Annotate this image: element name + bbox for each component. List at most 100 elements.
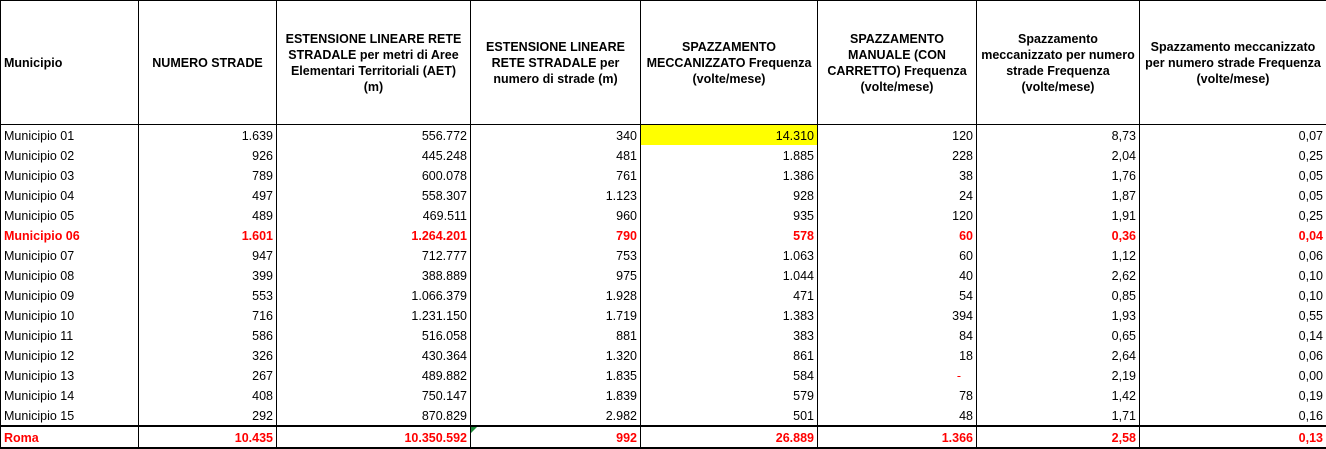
table-row: Municipio 14 408 750.147 1.839 579 78 1,42 0,19 <box>0 385 1326 405</box>
manuale-cell: 78 <box>817 385 977 405</box>
estensione-strade-cell: 1.835 <box>470 365 641 385</box>
manuale-cell: 84 <box>817 325 977 345</box>
meccanizzato-per-strade-cell: 2,62 <box>976 265 1140 285</box>
estensione-strade-cell: 975 <box>470 265 641 285</box>
numero-strade-cell: 1.601 <box>138 225 277 245</box>
header-meccanizzato-per-numero-strade: Spazzamento meccanizzato per numero stra… <box>1139 0 1326 125</box>
municipio-cell: Municipio 01 <box>0 124 139 145</box>
meccanizzato-per-strade-cell: 2,19 <box>976 365 1140 385</box>
manuale-cell: 18 <box>817 345 977 365</box>
table-row: Municipio 01 1.639 556.772 340 14.310 120 8,73… <box>0 124 1326 145</box>
estensione-aet-cell: 430.364 <box>276 345 471 365</box>
estensione-aet-cell: 600.078 <box>276 165 471 185</box>
table-row: Municipio 10 716 1.231.150 1.719 1.383 394 1,9… <box>0 305 1326 325</box>
manuale-cell: 120 <box>817 124 977 145</box>
estensione-aet-cell: 469.511 <box>276 205 471 225</box>
estensione-strade-cell: 960 <box>470 205 641 225</box>
estensione-strade-cell: 481 <box>470 145 641 165</box>
table-row: Municipio 12 326 430.364 1.320 861 18 2,64 0,06 <box>0 345 1326 365</box>
meccanizzato-per-strade-cell: 0,65 <box>976 325 1140 345</box>
table-row: Municipio 04 497 558.307 1.123 928 24 1,87 0,05 <box>0 185 1326 205</box>
table-row: Municipio 02 926 445.248 481 1.885 228 2,04 0,2… <box>0 145 1326 165</box>
municipio-cell: Municipio 06 <box>0 225 139 245</box>
table-row: Municipio 13 267 489.882 1.835 584 - 2,19 0,00 <box>0 365 1326 385</box>
manuale-cell: 120 <box>817 205 977 225</box>
municipio-cell: Municipio 11 <box>0 325 139 345</box>
municipio-cell: Municipio 05 <box>0 205 139 225</box>
estensione-aet-cell: 489.882 <box>276 365 471 385</box>
meccanizzato-cell: 578 <box>640 225 818 245</box>
meccanizzato-per-numero-cell: 0,10 <box>1139 265 1326 285</box>
municipio-cell: Municipio 13 <box>0 365 139 385</box>
table-row: Municipio 05 489 469.511 960 935 120 1,91 0,25 <box>0 205 1326 225</box>
total-row: Roma 10.435 10.350.592 992 26.889 1.366 2,58 0,… <box>0 425 1326 449</box>
meccanizzato-cell: 1.386 <box>640 165 818 185</box>
estensione-strade-cell: 1.719 <box>470 305 641 325</box>
estensione-strade-cell: 790 <box>470 225 641 245</box>
header-spazzamento-manuale: SPAZZAMENTO MANUALE (CON CARRETTO) Frequ… <box>817 0 977 125</box>
estensione-aet-cell: 750.147 <box>276 385 471 405</box>
meccanizzato-per-numero-cell: 0,25 <box>1139 145 1326 165</box>
estensione-aet-cell: 712.777 <box>276 245 471 265</box>
header-municipio: Municipio <box>0 0 139 125</box>
estensione-aet-cell: 556.772 <box>276 124 471 145</box>
manuale-cell: 54 <box>817 285 977 305</box>
numero-strade-cell: 399 <box>138 265 277 285</box>
meccanizzato-per-numero-cell: 0,05 <box>1139 185 1326 205</box>
manuale-cell: 1.366 <box>817 425 977 449</box>
meccanizzato-per-strade-cell: 2,58 <box>976 425 1140 449</box>
meccanizzato-per-numero-cell: 0,07 <box>1139 124 1326 145</box>
manuale-cell: 38 <box>817 165 977 185</box>
header-estensione-strade: ESTENSIONE LINEARE RETE STRADALE per num… <box>470 0 641 125</box>
meccanizzato-cell: 579 <box>640 385 818 405</box>
numero-strade-cell: 489 <box>138 205 277 225</box>
meccanizzato-per-strade-cell: 8,73 <box>976 124 1140 145</box>
manuale-cell: 48 <box>817 405 977 426</box>
meccanizzato-cell: 1.885 <box>640 145 818 165</box>
meccanizzato-per-strade-cell: 1,42 <box>976 385 1140 405</box>
meccanizzato-per-numero-cell: 0,25 <box>1139 205 1326 225</box>
estensione-strade-cell: 1.839 <box>470 385 641 405</box>
meccanizzato-per-numero-cell: 0,00 <box>1139 365 1326 385</box>
table-row: Municipio 09 553 1.066.379 1.928 471 54 0,85 0,… <box>0 285 1326 305</box>
header-spazzamento-meccanizzato: SPAZZAMENTO MECCANIZZATO Frequenza (volt… <box>640 0 818 125</box>
numero-strade-cell: 292 <box>138 405 277 426</box>
numero-strade-cell: 408 <box>138 385 277 405</box>
manuale-cell: 228 <box>817 145 977 165</box>
meccanizzato-cell: 14.310 <box>640 124 818 145</box>
header-numero-strade: NUMERO STRADE <box>138 0 277 125</box>
estensione-strade-cell: 1.928 <box>470 285 641 305</box>
meccanizzato-per-numero-cell: 0,16 <box>1139 405 1326 426</box>
table-row: Municipio 07 947 712.777 753 1.063 60 1,12 0,06 <box>0 245 1326 265</box>
manuale-cell: 60 <box>817 245 977 265</box>
meccanizzato-per-strade-cell: 1,71 <box>976 405 1140 426</box>
municipio-cell: Municipio 10 <box>0 305 139 325</box>
numero-strade-cell: 586 <box>138 325 277 345</box>
estensione-aet-cell: 1.264.201 <box>276 225 471 245</box>
municipio-cell: Municipio 14 <box>0 385 139 405</box>
meccanizzato-per-strade-cell: 0,85 <box>976 285 1140 305</box>
table-row: Municipio 03 789 600.078 761 1.386 38 1,76 0,05 <box>0 165 1326 185</box>
meccanizzato-per-numero-cell: 0,06 <box>1139 345 1326 365</box>
meccanizzato-per-strade-cell: 2,04 <box>976 145 1140 165</box>
table-row: Municipio 15 292 870.829 2.982 501 48 1,71 0,16 <box>0 405 1326 426</box>
municipio-cell: Municipio 12 <box>0 345 139 365</box>
header-estensione-aet: ESTENSIONE LINEARE RETE STRADALE per met… <box>276 0 471 125</box>
manuale-cell: 40 <box>817 265 977 285</box>
meccanizzato-per-numero-cell: 0,13 <box>1139 425 1326 449</box>
manuale-cell: 60 <box>817 225 977 245</box>
meccanizzato-per-strade-cell: 1,93 <box>976 305 1140 325</box>
estensione-strade-cell: 2.982 <box>470 405 641 426</box>
meccanizzato-per-strade-cell: 1,76 <box>976 165 1140 185</box>
manuale-cell: 24 <box>817 185 977 205</box>
header-row: Municipio NUMERO STRADE ESTENSIONE LINEA… <box>0 0 1326 125</box>
meccanizzato-cell: 471 <box>640 285 818 305</box>
numero-strade-cell: 926 <box>138 145 277 165</box>
manuale-cell: - <box>817 365 977 385</box>
estensione-strade-cell: 992 <box>470 425 641 449</box>
estensione-aet-cell: 516.058 <box>276 325 471 345</box>
numero-strade-cell: 716 <box>138 305 277 325</box>
meccanizzato-per-numero-cell: 0,19 <box>1139 385 1326 405</box>
meccanizzato-cell: 26.889 <box>640 425 818 449</box>
